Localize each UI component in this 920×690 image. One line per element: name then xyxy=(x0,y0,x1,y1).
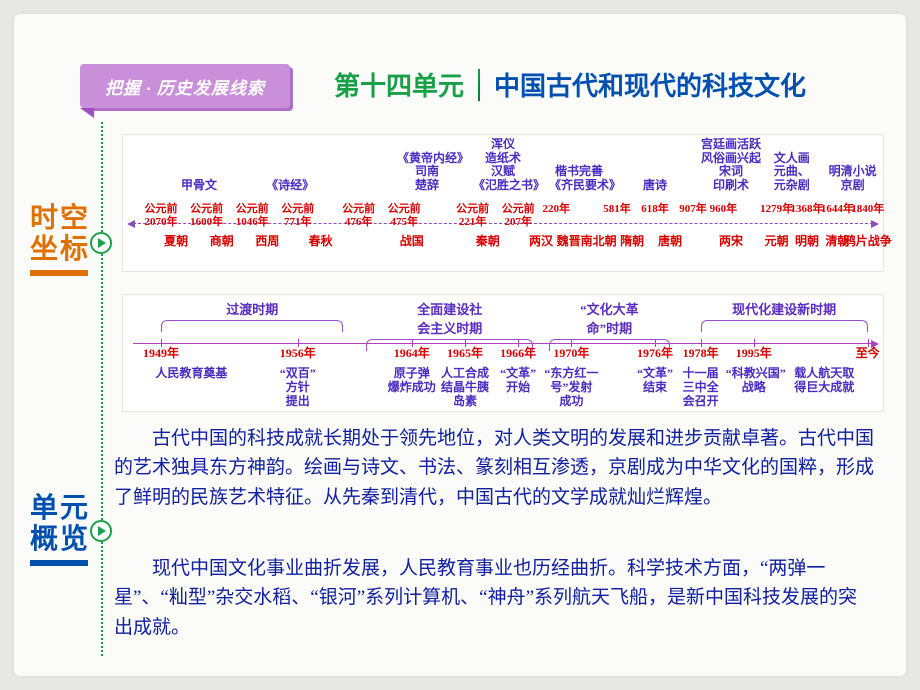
timeline-dynasty: 唐朝 xyxy=(658,235,682,249)
timeline-dynasty: 西周 xyxy=(255,235,279,249)
timeline-event: 宫廷画活跃 风俗画兴起 宋词 印刷术 xyxy=(701,138,761,193)
timeline-year: 公元前 771年 xyxy=(278,203,318,228)
badge-text: 把握 · 历史发展线索 xyxy=(105,74,265,99)
overview-paragraph-1: 古代中国的科技成就长期处于领先地位，对人类文明的发展和进步贡献卓著。古代中国的艺… xyxy=(114,424,876,512)
timeline-dynasty: 隋朝 xyxy=(620,235,644,249)
play-icon[interactable] xyxy=(90,232,112,254)
separator-icon xyxy=(478,69,480,101)
timeline-event: 原子弹 爆炸成功 xyxy=(384,367,440,395)
timeline-year: 至今 xyxy=(856,347,880,361)
timeline-dynasty: 鸦片战争 xyxy=(844,235,892,249)
timeline-year: 1965年 xyxy=(447,347,483,361)
timeline-event: 十一届 三中全 会召开 xyxy=(673,367,729,408)
timeline-dynasty: 魏晋南北朝 xyxy=(557,235,617,249)
timeline-year: 公元前 2070年 xyxy=(141,203,181,228)
badge-tail-icon xyxy=(80,108,94,118)
unit-name: 中国古代和现代的科技文化 xyxy=(494,66,806,103)
timeline-year: 581年 xyxy=(603,203,631,216)
timeline-year: 1970年 xyxy=(553,347,589,361)
badge: 把握 · 历史发展线索 xyxy=(80,64,290,108)
timeline-event: 甲骨文 xyxy=(181,179,217,193)
timeline-year: 1956年 xyxy=(280,347,316,361)
timeline-year: 公元前 1046年 xyxy=(232,203,272,228)
timeline-ancient: 甲骨文 《诗经》 《黄帝内经》 司南 楚辞浑仪 造纸术 汉赋 《氾胜之书》楷书完善 … xyxy=(122,134,884,272)
timeline-year: 1995年 xyxy=(736,347,772,361)
timeline-event: 人民教育奠基 xyxy=(155,367,227,381)
timeline-year: 公元前 475年 xyxy=(384,203,424,228)
timeline-event: 载人航天取 得巨大成就 xyxy=(794,367,850,395)
timeline-dynasty: 两宋 xyxy=(719,235,743,249)
underline-bar-icon xyxy=(30,270,88,276)
vertical-dotted-line-icon xyxy=(101,122,103,656)
overview-paragraph-2: 现代中国文化事业曲折发展，人民教育事业也历经曲折。科学技术方面，“两弹一星”、“… xyxy=(114,554,876,642)
timeline-event: 楷书完善 《齐民要术》 xyxy=(549,165,609,193)
timeline-period: 过渡时期 xyxy=(161,299,343,332)
timeline-event: “双百” 方针 提出 xyxy=(270,367,326,408)
timeline-year: 1966年 xyxy=(500,347,536,361)
timeline-year: 1976年 xyxy=(637,347,673,361)
timeline-year: 618年 xyxy=(641,203,669,216)
timeline-dynasty: 秦朝 xyxy=(476,235,500,249)
timeline-year: 960年 xyxy=(710,203,738,216)
axis-icon xyxy=(133,343,873,344)
timeline-year: 公元前 207年 xyxy=(498,203,538,228)
timeline-event: 文人画 元曲、 元杂剧 xyxy=(762,152,822,193)
timeline-period: 现代化建设新时期 xyxy=(701,299,868,332)
timeline-year: 1964年 xyxy=(394,347,430,361)
timeline-dynasty: 两汉 xyxy=(529,235,553,249)
timeline-event: “东方红一 号”发射 成功 xyxy=(543,367,599,408)
timeline-modern: 过渡时期全面建设社会主义时期“文化大革命”时期现代化建设新时期 1949年195… xyxy=(122,294,884,412)
timeline-event: 《诗经》 xyxy=(266,179,314,193)
timeline-event: “科教兴国” 战略 xyxy=(726,367,782,395)
timeline-year: 907年 xyxy=(679,203,707,216)
timeline-event: 唐诗 xyxy=(643,179,667,193)
timeline-year: 1949年 xyxy=(143,347,179,361)
play-icon[interactable] xyxy=(90,520,112,542)
timeline-year: 1279年 xyxy=(760,203,793,216)
timeline-year: 公元前 221年 xyxy=(453,203,493,228)
timeline-dynasty: 春秋 xyxy=(309,235,333,249)
timeline-year: 1840年 xyxy=(851,203,884,216)
timeline-year: 220年 xyxy=(542,203,570,216)
underline-bar-icon xyxy=(30,560,88,566)
timeline-year: 公元前 476年 xyxy=(339,203,379,228)
timeline-dynasty: 战国 xyxy=(400,235,424,249)
timeline-dynasty: 元朝 xyxy=(765,235,789,249)
timeline-year: 公元前 1600年 xyxy=(187,203,227,228)
label-unit-overview: 单元 概览 xyxy=(30,494,90,556)
label-time-space: 时空 坐标 xyxy=(30,204,90,266)
timeline-year: 1644年 xyxy=(821,203,854,216)
timeline-event: 人工合成 结晶牛胰 岛素 xyxy=(437,367,493,408)
unit-title: 第十四单元 中国古代和现代的科技文化 xyxy=(334,66,806,103)
timeline-year: 1978年 xyxy=(683,347,719,361)
unit-number: 第十四单元 xyxy=(334,66,464,103)
timeline-dynasty: 商朝 xyxy=(210,235,234,249)
timeline-event: “文革” 开始 xyxy=(490,367,546,395)
slide: 把握 · 历史发展线索 第十四单元 中国古代和现代的科技文化 时空 坐标 单元 … xyxy=(14,14,906,676)
timeline-event: 《黄帝内经》 司南 楚辞 xyxy=(397,152,457,193)
timeline-dynasty: 明朝 xyxy=(795,235,819,249)
timeline-year: 1368年 xyxy=(791,203,824,216)
timeline-dynasty: 夏朝 xyxy=(164,235,188,249)
timeline-event: 浑仪 造纸术 汉赋 《氾胜之书》 xyxy=(473,138,533,193)
timeline-event: 明清小说 京剧 xyxy=(823,165,883,193)
